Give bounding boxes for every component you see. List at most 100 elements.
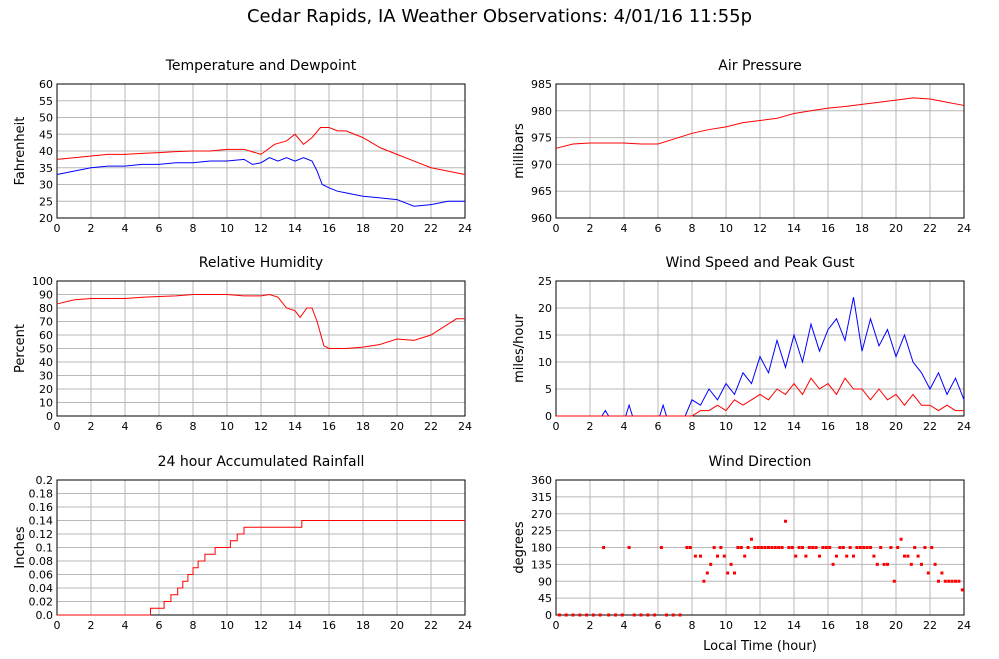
y-tick-label: 25 <box>538 275 552 288</box>
chart-title: Wind Speed and Peak Gust <box>666 255 855 271</box>
data-point <box>804 554 808 558</box>
data-point <box>947 579 951 583</box>
data-point <box>557 613 561 617</box>
x-tick-label: 6 <box>655 619 662 632</box>
x-tick-label: 16 <box>821 222 835 235</box>
x-tick-label: 16 <box>322 420 336 433</box>
y-tick-label: 0.1 <box>36 542 54 555</box>
y-tick-label: 0.02 <box>29 596 54 609</box>
data-point <box>770 546 774 549</box>
y-tick-label: 90 <box>538 575 552 588</box>
data-point <box>750 537 753 541</box>
data-point <box>627 546 631 549</box>
data-point <box>743 554 747 558</box>
chart-title: Air Pressure <box>718 58 801 74</box>
x-tick-label: 4 <box>122 420 129 433</box>
data-point <box>671 613 675 617</box>
data-point <box>784 519 787 523</box>
data-point <box>753 546 757 549</box>
series-line-0 <box>57 520 465 616</box>
y-tick-label: 0.16 <box>29 501 54 514</box>
x-tick-label: 16 <box>322 619 336 632</box>
data-point <box>882 562 886 566</box>
x-tick-label: 8 <box>689 222 696 235</box>
y-axis-label: miles/hour <box>512 313 527 382</box>
x-tick-label: 10 <box>220 619 234 632</box>
x-tick-label: 0 <box>553 619 560 632</box>
data-point <box>719 546 723 549</box>
y-tick-label: 225 <box>531 525 552 538</box>
y-tick-label: 10 <box>538 356 552 369</box>
data-point <box>678 613 682 617</box>
data-point <box>811 546 815 549</box>
data-point <box>693 554 697 558</box>
x-tick-label: 6 <box>655 222 662 235</box>
y-tick-label: 985 <box>531 78 552 91</box>
data-point <box>824 546 828 549</box>
y-tick-label: 40 <box>39 356 53 369</box>
y-tick-label: 60 <box>39 329 53 342</box>
data-point <box>858 546 862 549</box>
data-point <box>739 546 743 549</box>
x-tick-label: 20 <box>390 420 404 433</box>
x-tick-label: 8 <box>190 619 197 632</box>
data-point <box>716 554 719 558</box>
data-point <box>916 554 920 558</box>
series-line-1 <box>56 157 465 207</box>
y-tick-label: 40 <box>39 145 53 158</box>
y-tick-label: 960 <box>531 212 552 225</box>
y-tick-label: 45 <box>39 128 53 141</box>
data-point <box>794 554 798 558</box>
y-tick-label: 0.04 <box>29 582 54 595</box>
data-point <box>835 554 838 558</box>
data-point <box>797 546 801 549</box>
x-tick-label: 22 <box>424 420 438 433</box>
data-point <box>702 579 706 583</box>
y-tick-label: 10 <box>39 397 53 410</box>
x-tick-label: 0 <box>54 619 61 632</box>
x-tick-label: 18 <box>855 619 869 632</box>
x-tick-label: 10 <box>719 619 733 632</box>
y-tick-label: 20 <box>39 212 53 225</box>
data-point <box>943 579 947 583</box>
x-tick-label: 12 <box>254 222 268 235</box>
data-point <box>591 613 595 617</box>
chart-title: Wind Direction <box>709 454 812 470</box>
x-tick-label: 10 <box>220 222 234 235</box>
data-point <box>780 546 784 549</box>
x-tick-label: 0 <box>54 222 61 235</box>
data-point <box>896 546 900 549</box>
data-point <box>814 546 818 549</box>
x-tick-label: 20 <box>390 222 404 235</box>
data-point <box>607 613 611 617</box>
data-point <box>909 562 913 566</box>
series-line-0 <box>556 297 965 417</box>
x-tick-label: 2 <box>88 619 95 632</box>
data-point <box>709 562 713 566</box>
y-tick-label: 180 <box>531 542 552 555</box>
data-point <box>659 546 663 549</box>
x-tick-label: 2 <box>88 222 95 235</box>
y-tick-label: 30 <box>39 370 53 383</box>
data-point <box>712 546 716 549</box>
data-point <box>646 613 650 617</box>
y-tick-label: 55 <box>39 95 53 108</box>
data-point <box>937 579 940 583</box>
y-tick-label: 0.0 <box>36 609 54 622</box>
data-point <box>801 546 804 549</box>
x-tick-label: 18 <box>356 619 370 632</box>
data-point <box>571 613 575 617</box>
data-point <box>746 546 750 549</box>
x-tick-label: 24 <box>957 619 971 632</box>
x-tick-label: 22 <box>424 619 438 632</box>
data-point <box>879 546 883 549</box>
y-tick-label: 0 <box>545 410 552 423</box>
data-point <box>855 546 859 549</box>
x-tick-label: 14 <box>787 619 801 632</box>
temp-chart: 0 2 4 6 8 10 12 14 16 18 20 22 24202530354045505560T… <box>13 58 472 235</box>
page-title: Cedar Rapids, IA Weather Observations: 4… <box>246 6 753 27</box>
x-tick-label: 8 <box>689 619 696 632</box>
data-point <box>639 613 643 617</box>
y-tick-label: 0.06 <box>29 569 54 582</box>
